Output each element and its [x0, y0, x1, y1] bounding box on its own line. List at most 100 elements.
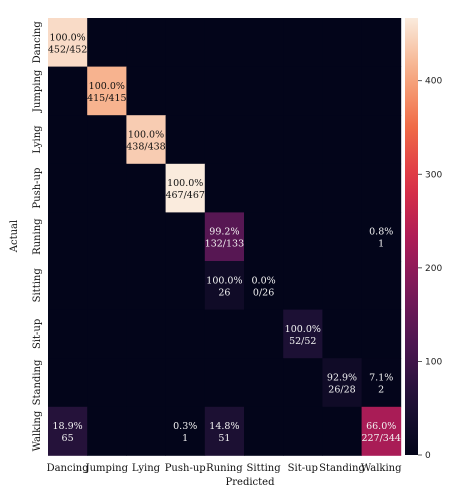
heatmap-cell-jumping-dancing — [48, 67, 88, 116]
heatmap-cell-dancing-jumping — [87, 18, 127, 67]
cell-count-label: 452/452 — [48, 44, 87, 55]
cell-percent-label: 100.0% — [89, 81, 125, 92]
cell-percent-label: 7.1% — [369, 373, 393, 384]
heatmap-cell-jumping-lying — [126, 67, 166, 116]
heatmap-cell-push-up-sit-up — [283, 164, 323, 213]
heatmap-cell-dancing-walking — [362, 18, 402, 67]
cell-count-label: 2 — [378, 385, 384, 396]
heatmap-cell-sitting-jumping — [87, 261, 127, 310]
heatmap-cell-standing-jumping — [87, 358, 127, 407]
heatmap-cell-dancing-standing — [322, 18, 362, 67]
heatmap-cell-dancing-sitting — [244, 18, 284, 67]
cell-count-label: 26 — [218, 287, 230, 298]
heatmap-cell-runing-dancing — [48, 212, 88, 261]
heatmap-cell-sitting-lying — [126, 261, 166, 310]
y-tick-label: Push-up — [32, 168, 43, 209]
heatmap-cell-jumping-sit-up — [283, 67, 323, 116]
cell-percent-label: 92.9% — [327, 373, 357, 384]
x-tick-label: Sitting — [247, 463, 282, 474]
y-tick-label: Walking — [32, 410, 43, 451]
cell-count-label: 132/133 — [205, 239, 244, 250]
heatmap-cell-dancing-push-up — [166, 18, 206, 67]
heatmap-cell-dancing-runing — [205, 18, 245, 67]
heatmap-cell-walking-sit-up — [283, 407, 323, 456]
heatmap-cell-push-up-dancing — [48, 164, 88, 213]
x-tick-label: Dancing — [47, 463, 90, 474]
heatmap-cell-sit-up-push-up — [166, 310, 206, 359]
cell-percent-label: 100.0% — [49, 32, 85, 43]
cell-percent-label: 66.0% — [366, 421, 396, 432]
heatmap-cell-push-up-jumping — [87, 164, 127, 213]
cell-percent-label: 100.0% — [206, 275, 242, 286]
heatmap-cell-runing-push-up — [166, 212, 206, 261]
colorbar-tick-label: 300 — [425, 170, 442, 180]
y-tick-label: Sitting — [32, 268, 43, 303]
heatmap-cell-lying-push-up — [166, 115, 206, 164]
heatmap-cell-dancing-lying — [126, 18, 166, 67]
heatmap-cell-sit-up-walking — [362, 310, 402, 359]
heatmap-cell-sit-up-jumping — [87, 310, 127, 359]
x-tick-label: Sit-up — [288, 463, 318, 474]
cell-percent-label: 99.2% — [209, 227, 239, 238]
heatmap-cell-dancing-sit-up — [283, 18, 323, 67]
x-tick-label: Lying — [132, 463, 161, 474]
heatmap-cell-lying-dancing — [48, 115, 88, 164]
y-tick-label: Standing — [32, 359, 43, 405]
heatmap-cell-jumping-walking — [362, 67, 402, 116]
cell-count-label: 415/415 — [87, 93, 126, 104]
y-tick-label: Jumping — [32, 69, 43, 113]
heatmap-cell-push-up-walking — [362, 164, 402, 213]
colorbar-tick-label: 0 — [425, 451, 431, 461]
colorbar-ticks: 0 100 200 300 400 — [418, 77, 442, 461]
heatmap-cell-jumping-push-up — [166, 67, 206, 116]
heatmap-cell-sitting-walking — [362, 261, 402, 310]
heatmap-cell-sitting-push-up — [166, 261, 206, 310]
heatmap-cell-lying-sitting — [244, 115, 284, 164]
x-axis-label: Predicted — [226, 477, 276, 488]
cell-percent-label: 0.3% — [173, 421, 197, 432]
cell-percent-label: 18.9% — [53, 421, 83, 432]
heatmap-cell-sit-up-dancing — [48, 310, 88, 359]
x-tick-label: Push-up — [165, 463, 206, 474]
y-tick-label: Sit-up — [32, 319, 43, 349]
heatmap-cell-sitting-dancing — [48, 261, 88, 310]
heatmap-cell-push-up-sitting — [244, 164, 284, 213]
cell-percent-label: 100.0% — [167, 178, 203, 189]
heatmap-cell-lying-walking — [362, 115, 402, 164]
cell-count-label: 26/28 — [328, 385, 355, 396]
y-tick-label: Lying — [32, 125, 43, 154]
cell-count-label: 227/344 — [361, 433, 400, 444]
heatmap-cell-standing-lying — [126, 358, 166, 407]
cell-percent-label: 0.0% — [252, 275, 276, 286]
heatmap-cell-standing-push-up — [166, 358, 206, 407]
heatmap-cell-sit-up-sitting — [244, 310, 284, 359]
heatmap-cell-walking-lying — [126, 407, 166, 456]
heatmap-cell-lying-runing — [205, 115, 245, 164]
cell-count-label: 438/438 — [126, 142, 165, 153]
heatmap-cell-jumping-sitting — [244, 67, 284, 116]
heatmap-cell-walking-standing — [322, 407, 362, 456]
heatmap-cell-runing-sitting — [244, 212, 284, 261]
cell-count-label: 65 — [62, 433, 74, 444]
cell-percent-label: 100.0% — [128, 130, 164, 141]
colorbar-tick-label: 400 — [425, 77, 442, 87]
heatmap-cell-walking-sitting — [244, 407, 284, 456]
x-tick-label: Runing — [206, 463, 243, 474]
heatmap-cell-jumping-standing — [322, 67, 362, 116]
heatmap-cell-lying-sit-up — [283, 115, 323, 164]
heatmap-cell-sit-up-runing — [205, 310, 245, 359]
heatmap-cell-sitting-sit-up — [283, 261, 323, 310]
cell-percent-label: 0.8% — [369, 227, 393, 238]
heatmap-cell-standing-sitting — [244, 358, 284, 407]
heatmap-cell-runing-standing — [322, 212, 362, 261]
cell-percent-label: 100.0% — [285, 324, 321, 335]
cell-count-label: 1 — [378, 239, 384, 250]
heatmap-cell-standing-runing — [205, 358, 245, 407]
colorbar-tick-label: 100 — [425, 357, 442, 367]
x-tick-label: Standing — [319, 463, 365, 474]
heatmap-cell-runing-sit-up — [283, 212, 323, 261]
cell-count-label: 51 — [218, 433, 230, 444]
cell-count-label: 467/467 — [165, 190, 204, 201]
